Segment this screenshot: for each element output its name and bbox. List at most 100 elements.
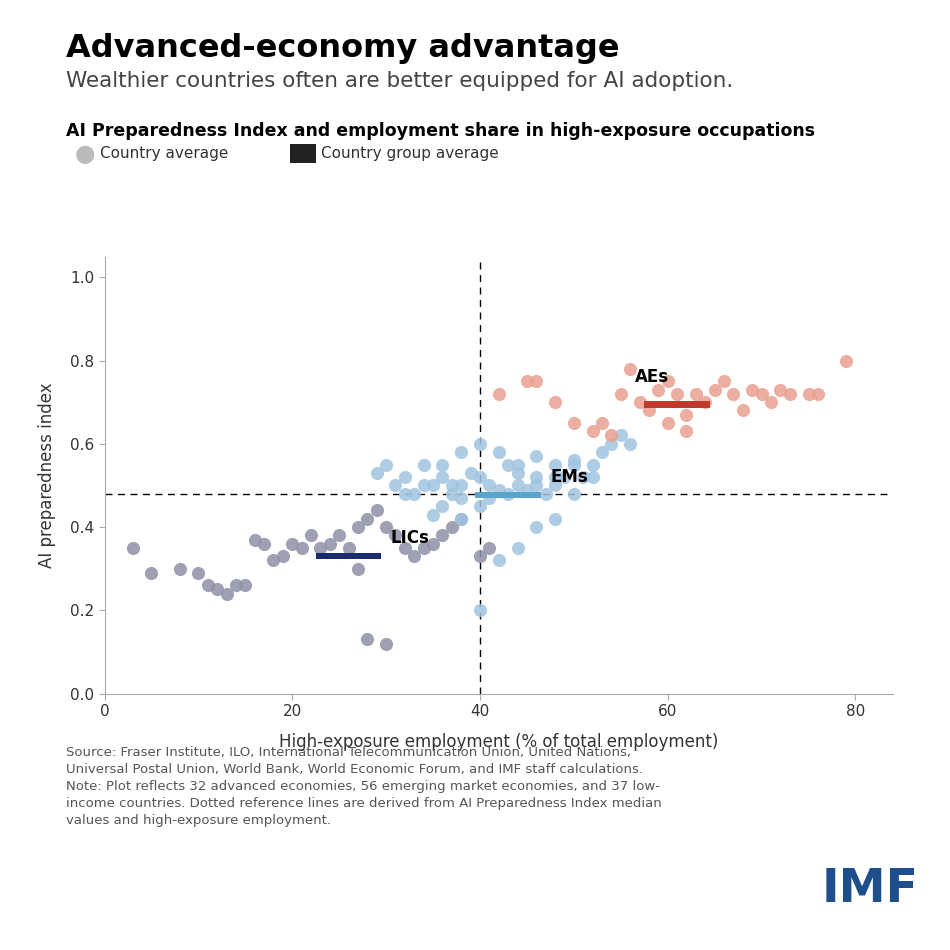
Point (200, 578, 216, 593)
Point (529, 520, 544, 535)
Point (397, 486, 412, 502)
Point (360, 511, 375, 526)
Point (557, 469, 572, 484)
Point (688, 387, 703, 402)
Point (491, 445, 506, 460)
Point (435, 469, 450, 484)
Point (520, 373, 535, 389)
Point (303, 528, 318, 543)
Point (247, 532, 262, 547)
Point (341, 541, 356, 556)
Point (378, 636, 393, 651)
Point (839, 353, 854, 369)
Text: Advanced-economy advantage: Advanced-economy advantage (66, 33, 620, 65)
Point (172, 561, 187, 577)
Text: AEs: AEs (635, 368, 669, 386)
Point (697, 394, 712, 409)
Point (726, 387, 741, 402)
Point (491, 482, 506, 497)
Point (351, 520, 366, 535)
Point (370, 503, 385, 518)
Point (388, 478, 403, 493)
Point (388, 528, 403, 543)
Point (679, 424, 694, 439)
Point (707, 382, 722, 397)
Text: IMF: IMF (822, 867, 919, 912)
Point (463, 466, 478, 481)
Point (538, 486, 553, 502)
Point (651, 382, 666, 397)
Point (613, 387, 628, 402)
Point (445, 520, 460, 535)
Point (764, 394, 779, 409)
Point (228, 578, 243, 593)
Point (378, 520, 393, 535)
Point (566, 486, 581, 502)
Text: AI Preparedness Index and employment share in high-exposure occupations: AI Preparedness Index and employment sha… (66, 122, 816, 140)
Point (529, 373, 544, 389)
Point (566, 453, 581, 468)
Point (285, 536, 300, 551)
Point (566, 415, 581, 430)
Point (595, 445, 610, 460)
Point (294, 541, 310, 556)
Point (660, 415, 675, 430)
Point (604, 428, 619, 443)
Text: Country group average: Country group average (321, 146, 499, 162)
Point (435, 528, 450, 543)
Point (501, 486, 516, 502)
Point (435, 499, 450, 514)
Text: LICs: LICs (390, 529, 429, 547)
Point (547, 511, 562, 526)
Point (641, 403, 656, 418)
Point (238, 578, 253, 593)
Point (501, 457, 516, 472)
Point (210, 581, 225, 597)
Point (595, 415, 610, 430)
Point (585, 469, 600, 484)
Point (445, 486, 460, 502)
Point (745, 382, 760, 397)
Point (482, 541, 497, 556)
Point (670, 387, 685, 402)
Point (782, 387, 797, 402)
Point (360, 632, 375, 647)
Point (491, 553, 506, 568)
Point (378, 457, 393, 472)
Point (332, 528, 347, 543)
Point (435, 457, 450, 472)
Point (445, 478, 460, 493)
Point (482, 490, 497, 505)
Point (632, 394, 647, 409)
Point (566, 457, 581, 472)
Point (547, 469, 562, 484)
Point (256, 536, 272, 551)
Point (416, 478, 431, 493)
X-axis label: High-exposure employment (% of total employment): High-exposure employment (% of total emp… (279, 732, 718, 751)
Point (453, 490, 468, 505)
Point (416, 457, 431, 472)
Text: EMs: EMs (550, 467, 588, 485)
Point (679, 407, 694, 422)
Point (472, 548, 487, 563)
Point (266, 553, 281, 568)
Point (576, 469, 591, 484)
Text: Country average: Country average (100, 146, 228, 162)
Point (622, 361, 637, 376)
Point (370, 466, 385, 481)
Point (529, 469, 544, 484)
Point (772, 382, 788, 397)
Point (472, 436, 487, 451)
Point (453, 511, 468, 526)
Text: Source: Fraser Institute, ILO, International Telecommunication Union, United Nat: Source: Fraser Institute, ILO, Internati… (66, 746, 662, 826)
Bar (315, 553, 381, 560)
Y-axis label: AI preparedness index: AI preparedness index (38, 382, 56, 568)
Point (510, 478, 525, 493)
Point (660, 373, 675, 389)
Point (426, 536, 441, 551)
Point (426, 507, 441, 522)
Point (426, 478, 441, 493)
Point (143, 565, 159, 580)
Point (453, 445, 468, 460)
Point (754, 387, 770, 402)
